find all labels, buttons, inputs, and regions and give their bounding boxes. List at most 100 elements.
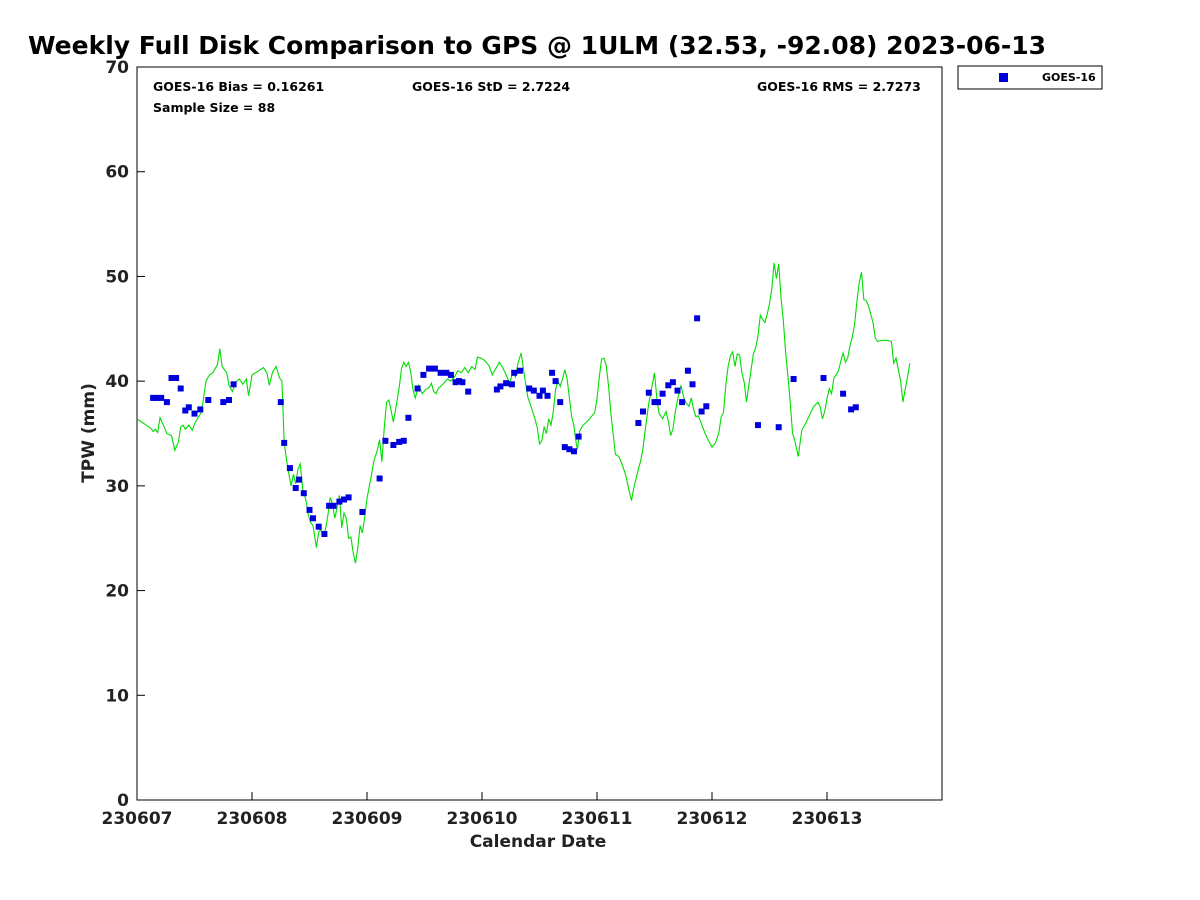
goes-point [508, 381, 515, 388]
goes-point [177, 385, 184, 392]
sample-size-stat: Sample Size = 88 [153, 100, 275, 115]
goes-point [566, 446, 573, 453]
goes-point [655, 399, 661, 406]
goes-point [359, 509, 366, 515]
x-tick-label: 230613 [792, 809, 863, 829]
goes-point [456, 378, 462, 385]
goes-point [539, 387, 546, 394]
goes-point [426, 365, 433, 372]
x-tick-label: 230609 [332, 809, 403, 829]
goes-point [820, 375, 827, 381]
goes-point [575, 433, 582, 440]
goes-point [400, 437, 407, 444]
goes-point [694, 315, 701, 322]
goes-point [698, 408, 705, 415]
goes-point [659, 390, 666, 397]
goes-point [230, 381, 237, 388]
y-tick-label: 30 [105, 477, 129, 497]
goes-point [336, 498, 343, 505]
goes-point [679, 399, 686, 406]
goes-point [300, 490, 307, 497]
goes-point [665, 382, 672, 389]
goes-point [182, 407, 189, 414]
goes-point [420, 371, 427, 378]
goes-point [226, 397, 232, 403]
bias-stat: GOES-16 Bias = 0.16261 [153, 79, 324, 94]
y-axis: 0 10 20 30 40 50 60 70 [105, 58, 145, 811]
x-axis-label: Calendar Date [470, 832, 607, 852]
goes-point [526, 385, 533, 392]
x-tick-label: 230608 [217, 809, 288, 829]
x-tick-label: 230612 [677, 809, 748, 829]
goes-point [281, 439, 288, 446]
y-tick-label: 20 [105, 582, 129, 602]
goes-point [191, 410, 198, 417]
goes-point [640, 408, 646, 415]
goes-point [414, 385, 421, 392]
legend-marker [999, 73, 1008, 82]
goes-point [390, 442, 397, 448]
goes-point [651, 399, 658, 406]
goes-point [536, 392, 543, 399]
goes-point [315, 523, 322, 530]
goes-point [153, 394, 160, 401]
goes-point [635, 420, 642, 426]
legend-label: GOES-16 [1042, 71, 1096, 84]
goes-point [292, 485, 299, 491]
legend-box [957, 65, 1103, 90]
x-tick-label: 230607 [102, 809, 173, 829]
std-stat: GOES-16 StD = 2.7224 [412, 79, 570, 94]
rms-stat: GOES-16 RMS = 2.7273 [757, 79, 921, 94]
goes-point [286, 465, 293, 472]
goes-point [503, 380, 510, 387]
goes-point [405, 414, 412, 421]
goes-point [205, 397, 212, 403]
goes-point [330, 502, 337, 509]
chart-title: Weekly Full Disk Comparison to GPS @ 1UL… [28, 31, 1046, 60]
goes-point [511, 369, 518, 376]
goes-point [517, 367, 523, 374]
goes-point [396, 438, 403, 445]
goes-point [571, 448, 577, 455]
goes-point [497, 383, 504, 390]
goes-point [549, 369, 556, 376]
goes-point [544, 392, 551, 399]
goes-point [775, 424, 782, 431]
goes-point [689, 381, 696, 388]
goes-point [163, 399, 170, 406]
goes-point [173, 375, 180, 381]
y-tick-label: 0 [117, 791, 129, 811]
goes-point [674, 387, 681, 394]
goes-point [197, 406, 204, 413]
goes-point [790, 376, 797, 382]
x-tick-label: 230610 [447, 809, 518, 829]
goes-point [345, 494, 352, 501]
goes-point [376, 475, 383, 482]
goes-point [437, 369, 444, 376]
goes-point [530, 387, 537, 394]
y-axis-label: TPW (mm) [79, 383, 99, 483]
legend: GOES-16 [957, 65, 1103, 90]
y-tick-label: 70 [105, 58, 129, 78]
x-tick-label: 230611 [562, 809, 633, 829]
goes-point [645, 389, 652, 396]
goes-point [310, 515, 316, 522]
plot-area [136, 66, 943, 801]
goes-point [561, 444, 568, 451]
goes-point [341, 496, 347, 503]
goes-point [557, 399, 564, 406]
goes-point [684, 367, 691, 374]
goes-point [552, 378, 559, 385]
goes-point [326, 502, 333, 509]
goes-point [150, 394, 157, 401]
x-axis: 230607 230608 230609 230610 230611 230612 2306… [102, 792, 863, 829]
goes-point [321, 531, 328, 537]
goes-point [669, 379, 676, 386]
goes-point [277, 399, 284, 406]
goes-point [459, 379, 466, 386]
goes-point [185, 404, 192, 411]
goes-point [452, 379, 459, 386]
goes-point [443, 369, 450, 376]
y-tick-label: 60 [105, 163, 129, 183]
